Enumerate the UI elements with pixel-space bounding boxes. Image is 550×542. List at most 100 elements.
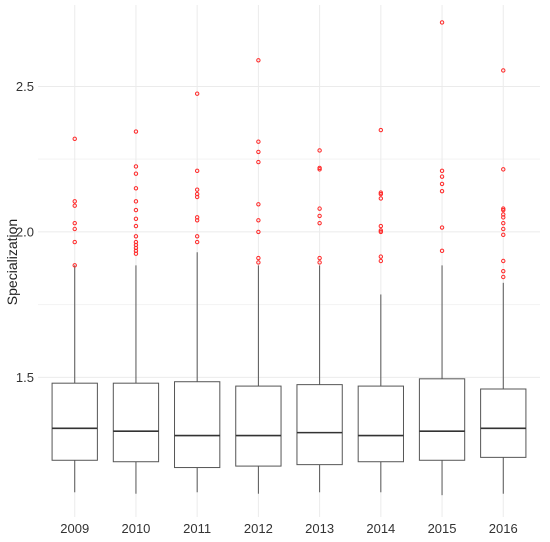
outlier-point: [194, 234, 200, 239]
y-tick-label: 2.0: [16, 224, 34, 239]
x-tick-label: 2016: [489, 521, 518, 536]
outlier-point: [256, 260, 261, 265]
outlier-point: [501, 258, 506, 264]
outlier-point: [133, 239, 139, 245]
outlier-point: [501, 232, 506, 238]
outlier-point: [439, 225, 445, 230]
outlier-point: [501, 68, 506, 73]
outlier-point: [133, 171, 139, 176]
outlier-point: [72, 226, 77, 232]
outlier-point: [72, 136, 77, 142]
outlier-point: [501, 212, 506, 217]
outlier-point: [194, 215, 200, 220]
outlier-point: [501, 220, 506, 226]
box-iqr: [51, 382, 98, 461]
outlier-point: [256, 202, 261, 207]
outlier-point: [317, 167, 322, 172]
outlier-point: [317, 220, 322, 226]
outlier-point: [133, 207, 139, 213]
outlier-point: [133, 223, 139, 229]
outlier-point: [133, 164, 139, 169]
outlier-point: [194, 239, 200, 245]
outlier-point: [317, 206, 322, 211]
outlier-point: [72, 199, 77, 204]
plot-area: [51, 20, 527, 496]
box-2016: [480, 68, 527, 494]
x-tick-label: 2009: [60, 521, 89, 536]
outlier-point: [256, 58, 261, 63]
box-iqr: [112, 382, 160, 463]
outlier-point: [317, 260, 322, 265]
outlier-point: [501, 207, 506, 213]
outlier-point: [72, 203, 77, 208]
outlier-point: [133, 199, 139, 204]
y-axis-ticks: 1.5 2.0 2.5: [16, 79, 34, 385]
outlier-point: [439, 20, 445, 25]
y-tick-label: 1.5: [16, 370, 34, 385]
outlier-point: [378, 127, 384, 133]
x-tick-label: 2011: [183, 521, 211, 536]
outlier-point: [378, 229, 384, 235]
outlier-point: [194, 168, 200, 174]
outlier-point: [256, 139, 261, 144]
outlier-point: [378, 258, 384, 264]
x-tick-label: 2014: [366, 521, 395, 536]
outlier-point: [256, 255, 261, 261]
x-tick-label: 2013: [305, 521, 334, 536]
outlier-point: [501, 268, 506, 274]
outlier-point: [133, 129, 139, 134]
outlier-point: [256, 159, 261, 165]
outlier-point: [378, 228, 384, 233]
outlier-point: [72, 263, 77, 268]
x-tick-label: 2015: [428, 521, 457, 536]
outlier-point: [378, 196, 384, 201]
box-iqr: [296, 384, 343, 466]
box-iqr: [235, 385, 282, 467]
outlier-point: [256, 229, 261, 235]
box-2010: [112, 129, 160, 494]
box-iqr: [174, 381, 221, 469]
x-tick-label: 2010: [121, 521, 150, 536]
outlier-point: [133, 216, 139, 222]
box-2012: [235, 58, 282, 494]
outlier-point: [439, 181, 445, 187]
x-axis-ticks: 2009 2010 2011 2012 2013 2014 2015 2016: [60, 521, 517, 536]
y-axis-title: Specialization: [4, 219, 20, 305]
outlier-point: [317, 255, 322, 261]
outlier-point: [72, 239, 77, 245]
box-iqr: [357, 385, 404, 463]
outlier-point: [439, 188, 445, 194]
outlier-point: [501, 167, 506, 172]
outlier-point: [194, 91, 200, 96]
outlier-point: [317, 148, 322, 153]
outlier-point: [317, 213, 322, 219]
outlier-point: [439, 168, 445, 174]
box-2011: [174, 91, 221, 493]
box-iqr: [418, 378, 466, 461]
outlier-point: [378, 223, 384, 229]
outlier-point: [439, 174, 445, 179]
box-2015: [418, 20, 466, 496]
outlier-point: [256, 149, 261, 155]
x-tick-label: 2012: [244, 521, 273, 536]
outlier-point: [501, 206, 506, 211]
outlier-point: [378, 191, 384, 197]
box-iqr: [480, 388, 527, 458]
outlier-point: [378, 190, 384, 195]
outlier-point: [194, 191, 200, 197]
outlier-point: [194, 187, 200, 192]
outlier-point: [501, 274, 506, 280]
y-tick-label: 2.5: [16, 79, 34, 94]
outlier-point: [72, 220, 77, 226]
box-2013: [296, 148, 343, 493]
outlier-point: [317, 165, 322, 171]
box-2014: [357, 127, 404, 493]
outlier-point: [501, 226, 506, 232]
outlier-point: [378, 254, 384, 259]
outlier-point: [256, 218, 261, 223]
outlier-point: [133, 234, 139, 239]
box-2009: [51, 136, 98, 493]
outlier-point: [133, 186, 139, 191]
outlier-point: [439, 248, 445, 254]
